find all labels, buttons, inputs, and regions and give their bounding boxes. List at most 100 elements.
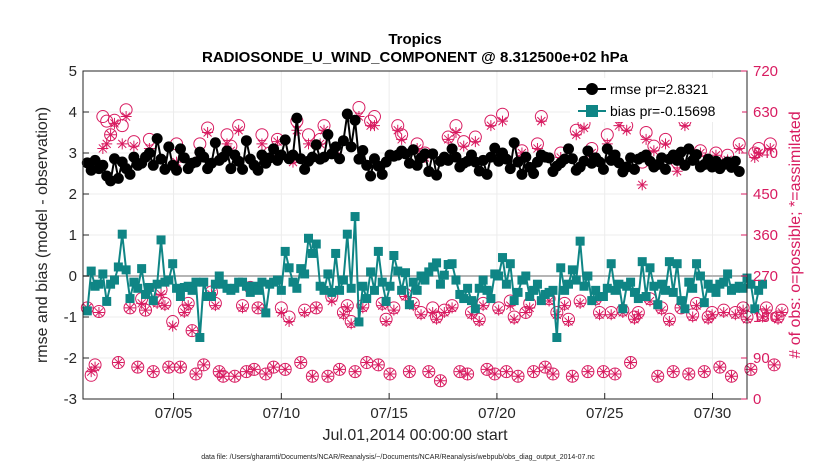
bias-point [505,259,515,269]
bias-point [583,271,593,281]
obs-assimilated-point [718,306,730,318]
rmse-point [543,152,555,164]
bias-point [466,296,476,306]
legend-box [570,78,742,122]
bias-point [296,264,306,274]
bias-point [587,296,597,306]
obs-assimilated-point [337,309,349,321]
obs-assimilated-point [648,145,660,157]
obs-assimilated-point [733,142,745,154]
bias-point [688,283,698,293]
obs-assimilated-point [497,115,509,127]
bias-point [98,269,108,279]
obs-assimilated-point [613,120,625,132]
rmse-point [481,168,493,180]
rmse-point [357,145,369,157]
x-tick-label: 07/10 [263,405,301,422]
bias-point [633,294,643,304]
obs-assimilated-point [609,368,621,380]
rmse-point [566,153,578,165]
obs-assimilated-point [217,370,229,382]
obs-assimilated-point [531,142,543,154]
obs-assimilated-point [485,120,497,132]
bias-point [579,281,589,291]
obs-assimilated-point [190,368,202,380]
rmse-point [291,112,303,124]
rmse-point [124,168,136,180]
obs-assimilated-point [229,370,241,382]
x-tick-label: 07/30 [694,405,732,422]
rmse-point [147,159,159,171]
bias-point [276,285,286,295]
obs-assimilated-point [691,300,703,312]
obs-assimilated-point [268,361,280,373]
obs-assimilated-point [438,306,450,318]
bias-point [199,277,209,287]
rmse-point [163,141,175,153]
bias-point [668,287,678,297]
bias-point [350,212,360,222]
bias-point [393,266,403,276]
obs-possible-point [185,324,199,338]
bias-point [187,285,197,295]
obs-possible-point [321,369,335,383]
obs-assimilated-point [233,124,245,136]
obs-assimilated-point [427,306,439,318]
bias-point [459,294,469,304]
rmse-point [174,143,186,155]
bias-point [261,308,271,318]
obs-assimilated-point [687,311,699,323]
bias-point [404,300,414,310]
data-file-footnote: data file: /Users/gharamti/Documents/NCA… [201,454,595,461]
bias-point [532,279,542,289]
rmse-point [419,148,431,160]
bias-point [109,275,119,285]
rmse-point [504,163,516,175]
rmse-point [520,151,532,163]
obs-assimilated-point [248,363,260,375]
bias-point [529,285,539,295]
rmse-point [143,147,155,159]
obs-assimilated-point [570,129,582,141]
obs-possible-point [333,362,347,376]
bias-point [195,333,205,342]
bias-point [494,271,504,281]
obs-possible-point [212,365,226,379]
obs-assimilated-point [702,313,714,325]
obs-assimilated-point [714,361,726,373]
rmse-point [240,135,252,147]
obs-assimilated-point [318,124,330,136]
y-tick-label-right: 720 [753,63,778,80]
obs-assimilated-point [283,316,295,328]
y-axis-left: -3 -2 -1 0 1 2 3 4 5 [64,63,89,408]
x-tick-label: 07/25 [586,405,624,422]
rmse-point [446,143,458,155]
bias-point [614,279,624,289]
obs-assimilated-point [291,124,303,136]
y-tick-label-right: 630 [753,104,778,121]
bias-point [408,277,418,287]
bias-point [606,259,616,269]
bias-point [509,296,519,306]
rmse-series [81,108,745,187]
bias-point [358,281,368,291]
obs-possible-point [422,365,436,379]
obs-assimilated-point [663,316,675,328]
obs-assimilated-point [128,140,140,152]
bias-point [292,283,302,293]
bias-point [439,270,449,280]
bias-point [575,236,585,246]
obs-possible-point [767,358,781,372]
obs-assimilated-point [625,357,637,369]
obs-assimilated-point [368,120,380,132]
rmse-point [349,114,361,126]
obs-count-series [80,100,789,388]
obs-assimilated-point [597,366,609,378]
obs-assimilated-point [725,370,737,382]
bias-point [692,259,702,269]
bias-point [389,251,399,260]
bias-point [94,279,104,289]
rmse-point [322,129,334,141]
bias-point [175,292,185,301]
y-tick-label-left: 3 [69,145,77,162]
